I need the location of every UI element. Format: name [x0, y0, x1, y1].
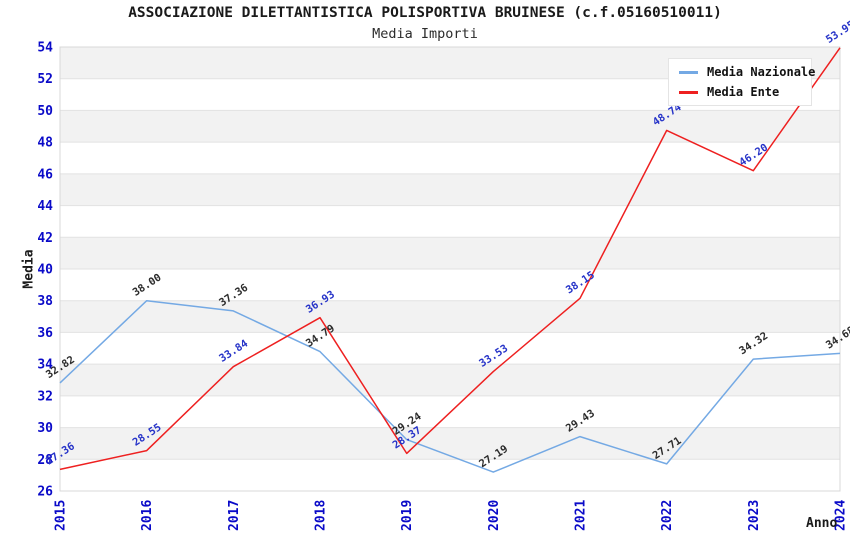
media-ente-line [59, 47, 841, 471]
y-tick-label: 50 [37, 104, 53, 119]
legend-item-media-ente: Media Ente [679, 84, 803, 100]
media-nazionale-line-swatch-icon [679, 70, 698, 74]
x-tick-label: 2024 [834, 500, 849, 531]
media-ente-line-swatch-icon [679, 90, 698, 94]
y-tick-label: 44 [37, 199, 53, 214]
x-tick-label: 2023 [747, 500, 762, 531]
plot-border [59, 46, 841, 492]
data-label: 34.32 [737, 330, 770, 357]
band [60, 364, 840, 396]
x-tick-label: 2022 [660, 500, 675, 531]
chart-subtitle: Media Importi [372, 26, 478, 42]
x-tick-label: 2020 [487, 500, 502, 531]
band [60, 110, 840, 143]
data-label: 38.00 [131, 272, 164, 299]
y-tick-label: 46 [37, 167, 53, 182]
legend-label-media-nazionale: Media Nazionale [707, 65, 816, 79]
band [60, 237, 840, 269]
y-tick-label: 34 [37, 358, 53, 373]
x-tick-label: 2015 [54, 500, 69, 531]
x-tick-label: 2016 [140, 500, 155, 531]
y-axis-title: Media [21, 249, 37, 289]
y-tick-label: 38 [37, 294, 53, 309]
y-tick-label: 48 [37, 136, 53, 151]
y-tick-label: 26 [37, 485, 53, 500]
y-tick-label: 28 [37, 453, 53, 468]
x-tick-label: 2021 [574, 500, 589, 531]
data-label: 38.15 [564, 269, 597, 296]
y-tick-label: 36 [37, 326, 53, 341]
y-tick-label: 32 [37, 389, 53, 404]
legend-label-media-ente: Media Ente [707, 85, 780, 99]
x-tick-label: 2019 [400, 500, 415, 531]
chart-title: ASSOCIAZIONE DILETTANTISTICA POLISPORTIV… [128, 5, 722, 21]
band [60, 173, 840, 206]
x-axis-title: Anno [806, 516, 838, 531]
x-tick-label: 2018 [314, 500, 329, 531]
band [60, 427, 840, 460]
legend: Media Nazionale Media Ente [668, 58, 815, 106]
y-tick-label: 42 [37, 231, 53, 246]
data-label: 46.20 [737, 142, 770, 169]
y-tick-label: 30 [37, 421, 53, 436]
legend-item-media-nazionale: Media Nazionale [679, 64, 815, 80]
y-tick-label: 40 [37, 263, 53, 278]
band [60, 300, 840, 333]
x-tick-label: 2017 [227, 500, 242, 531]
media-nazionale-line [59, 299, 841, 473]
y-tick-label: 52 [37, 72, 53, 87]
y-tick-label: 54 [37, 41, 53, 56]
